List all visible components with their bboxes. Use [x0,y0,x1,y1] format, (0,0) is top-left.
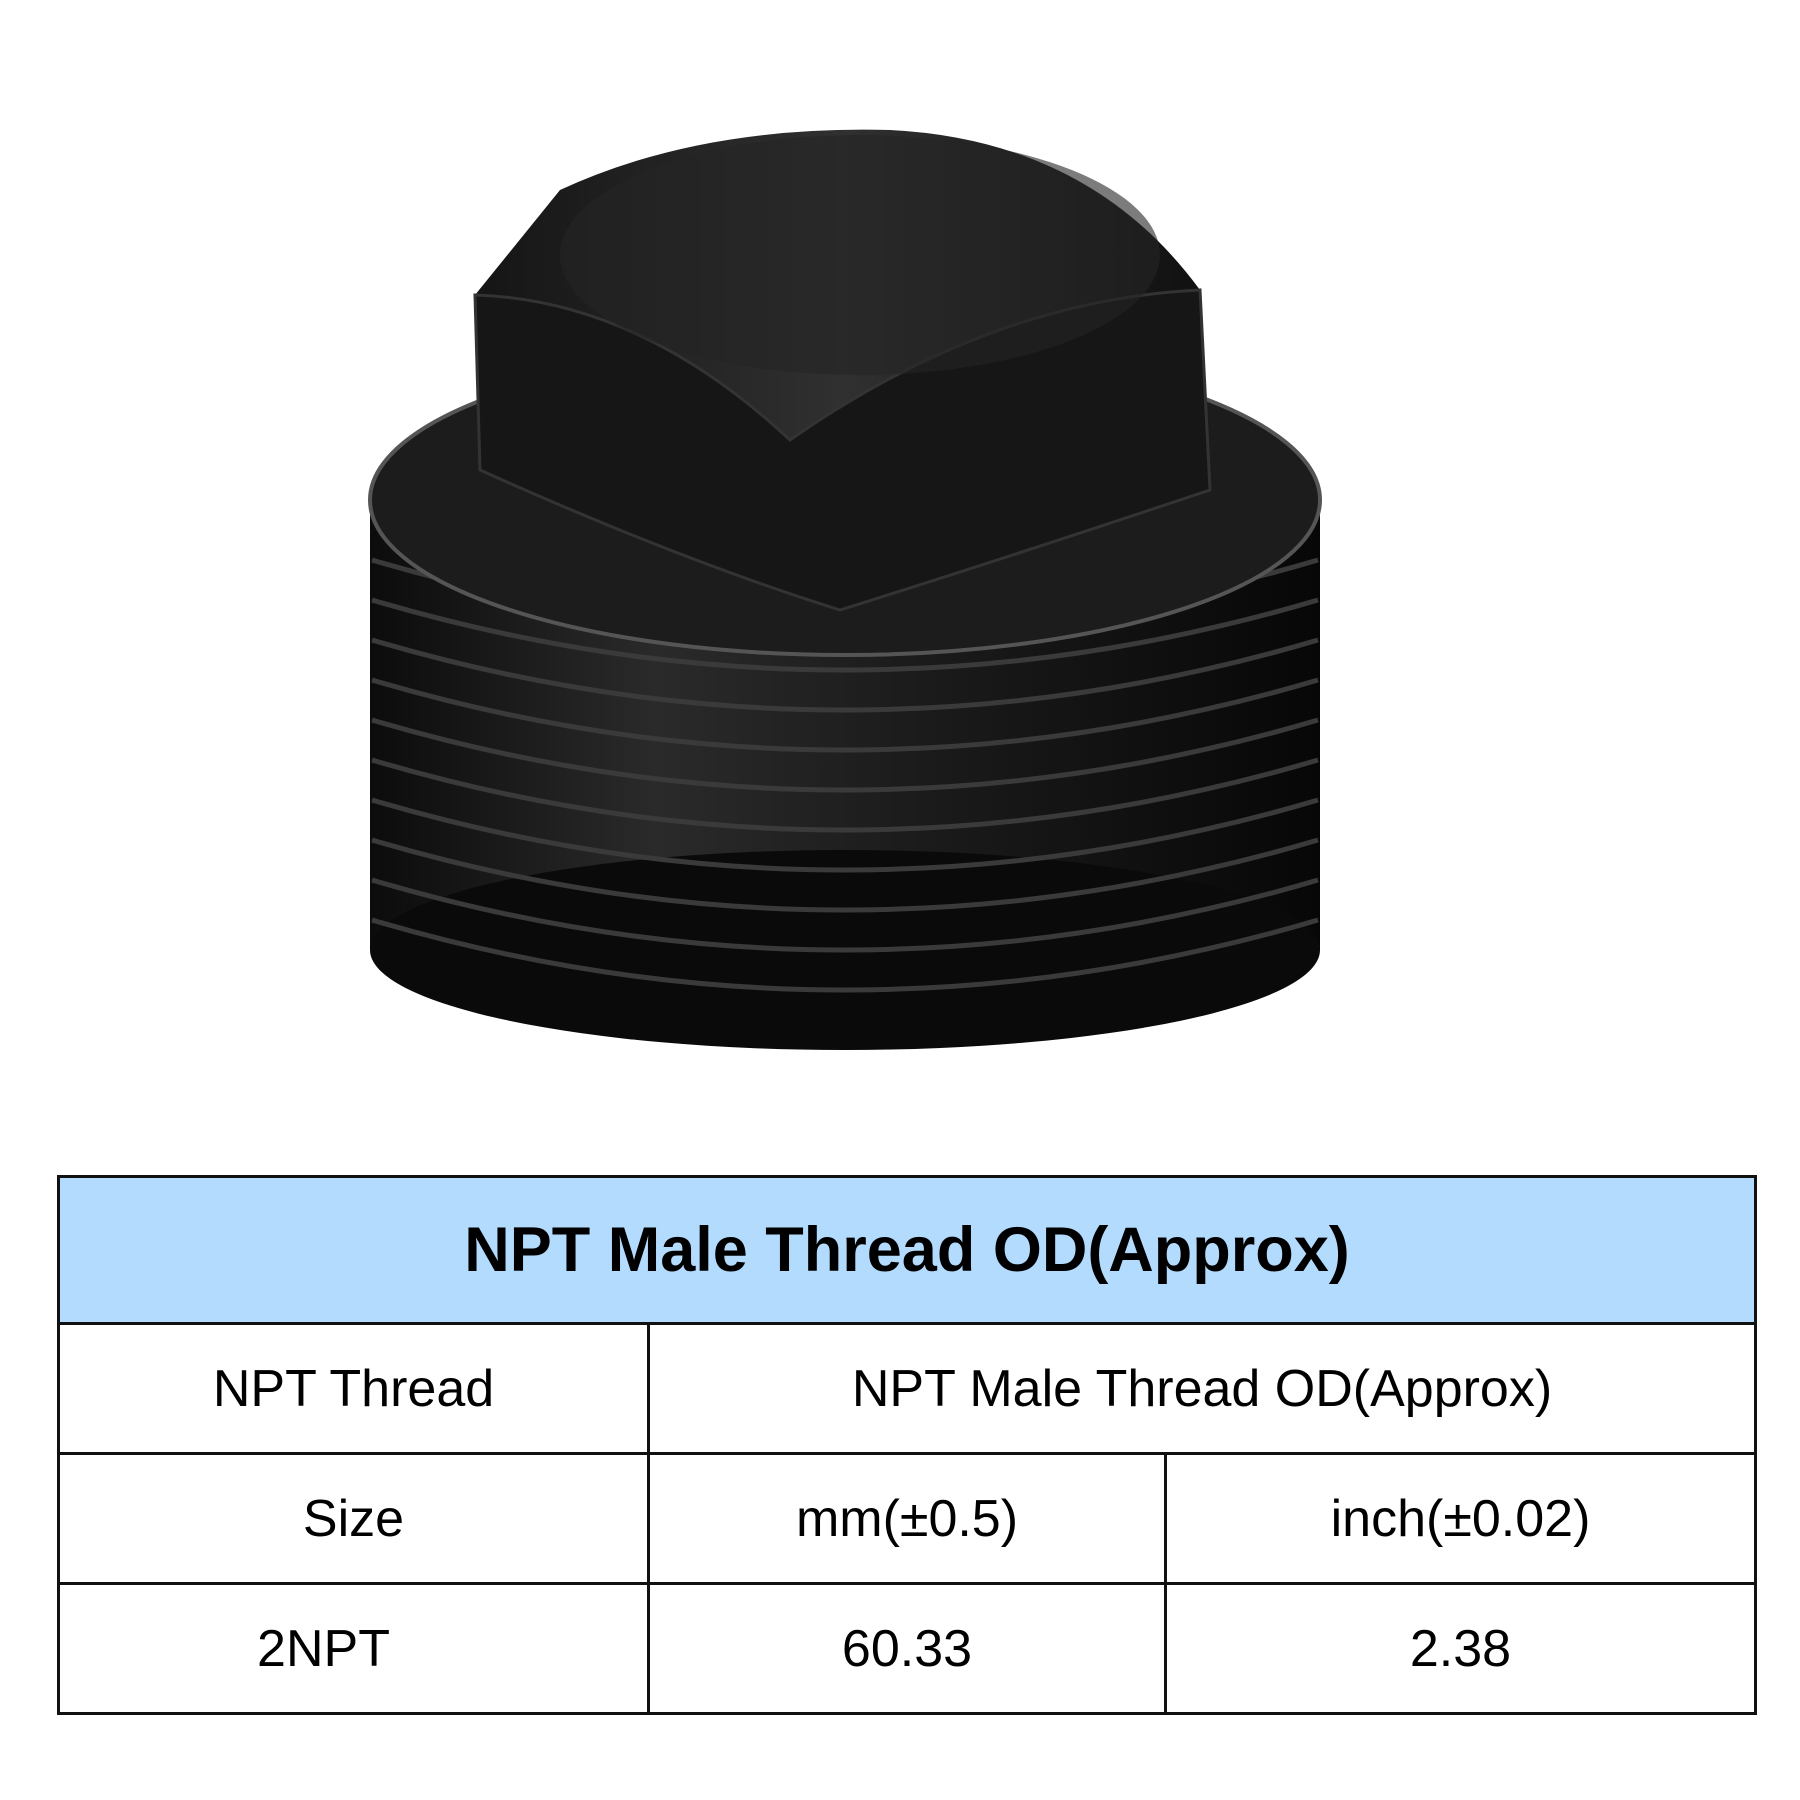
cell-mm: 60.33 [647,1582,1167,1715]
cell-inch: 2.38 [1163,1582,1758,1715]
cell-size: 2NPT [57,1582,650,1715]
thread-od-table: NPT Male Thread OD(Approx) NPT Thread NP… [56,1175,1758,1715]
unit-inch: inch(±0.02) [1163,1452,1758,1585]
table-row: 2NPT 60.33 2.38 [57,1582,1758,1715]
product-image [368,129,1322,1050]
size-label: Size [57,1452,650,1585]
header-thread-od: NPT Male Thread OD(Approx) [646,1322,1758,1455]
table-title: NPT Male Thread OD(Approx) [56,1175,1758,1325]
header-npt-thread: NPT Thread [57,1322,650,1455]
unit-mm: mm(±0.5) [647,1452,1167,1585]
